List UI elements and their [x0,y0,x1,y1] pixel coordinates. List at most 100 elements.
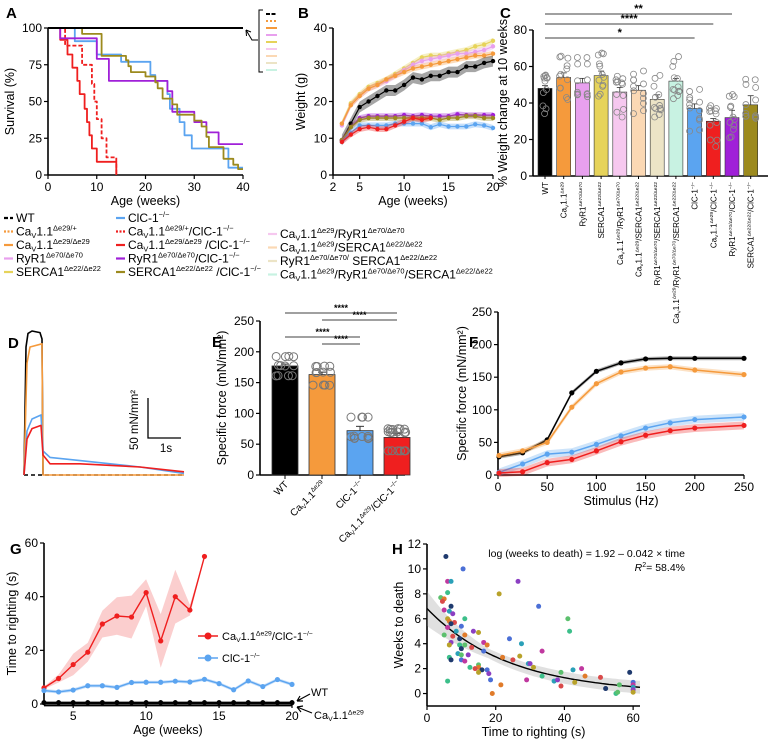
weight-point-ClC1 [410,121,416,126]
label-part: −/− [239,237,250,246]
panel-F-plot [496,355,747,477]
arrow-icon [245,29,258,41]
force-point-WT [692,355,698,361]
label-part: Ca [280,268,296,282]
data-point [713,119,721,126]
scatter-point [555,677,561,683]
righting-point-ClC1 [231,687,237,693]
weight-point-SERCA1_ClC1 [473,114,478,119]
category-label-Cav_hom: CaV1.1Δe29 [288,478,330,520]
force-band-ClC1 [499,413,744,477]
data-point [713,136,721,144]
data-point [541,110,548,117]
data-point [543,74,551,82]
label-part: Δe29 [317,267,334,276]
weight-point-Cav_hom [490,51,496,56]
scatter-point [481,648,487,654]
label-part: /SERCA1 [672,206,681,241]
weight-point-ClC1 [464,124,469,129]
data-point [287,371,297,381]
label-part: /SERCA1 [653,206,662,241]
weight-point-WT [401,82,407,88]
weight-band-ClC1 [341,120,493,145]
panel-H-plot: log (weeks to death) = 1.92 – 0.042 × ti… [426,548,685,697]
y-tick-label: 20 [514,133,528,147]
scatter-point [517,653,523,659]
y-tick-label: 150 [234,376,254,390]
scale-bar [147,398,181,439]
weight-point-WT [348,121,353,126]
righting-point-ClC1 [245,678,251,684]
righting-point-WT [70,700,76,706]
data-point [319,361,329,371]
data-point [563,94,570,101]
righting-point-WT [289,700,295,706]
data-point [706,121,714,129]
label-part: −/− [728,182,734,189]
righting-point-WT [216,700,222,706]
weight-point-Cav_hom_ClC1 [375,126,380,132]
label-part: 1.1 [148,225,165,239]
label-text: CaV1.1Δe29/SERCA1Δe22/Δe22 [280,240,423,256]
weight-point-SERCA1_ClC1 [446,115,451,121]
weight-point-SERCA1_ClC1 [490,115,496,121]
scatter-point [457,642,463,648]
label-text: CaV1.1Δe29 [288,478,330,520]
righting-point-Cav_hom_ClC1 [201,553,208,560]
label-part: RyR1 [728,236,737,257]
label-part: Δe70/Δe70 [616,182,622,207]
data-point [284,351,294,361]
legend-label-SERCA1: SERCA1Δe22/Δe22 [16,264,101,279]
x-axis-label: Age (weeks) [133,723,202,737]
weight-point-RyR1 [464,51,469,56]
label-part: Δe22/Δe22 [386,240,423,249]
x-tick-label: 20 [489,711,503,725]
data-point [280,361,290,371]
data-point [564,96,572,103]
force-point-ClC1 [569,449,575,455]
significance-stars: ** [634,3,643,15]
weight-point-SERCA1 [481,42,487,47]
data-point [574,60,582,68]
x-tick-label: 40 [558,711,572,725]
category-label-WT: WT [272,479,291,498]
r-symbol: R [635,562,643,574]
righting-point-WT [158,700,164,706]
righting-line-ClC1 [43,678,293,693]
data-point [675,53,682,60]
label-part: −/− [709,182,715,189]
data-point [358,412,368,422]
data-point [595,92,603,100]
label-part: −/− [303,631,313,638]
data-point [712,110,720,118]
data-point [574,91,581,99]
scatter-point [484,667,490,673]
legend-label-ClC1: ClC-1−/− [128,210,169,225]
weight-point-Cav_hom_ClC1 [410,115,416,121]
force-point-Cav_hom [593,381,600,387]
scatter-point [441,607,447,613]
label-text: ClC-1−/− [222,653,260,665]
data-point [713,105,720,112]
label-part: RyR1 [16,252,46,266]
force-point-Cav_hom_ClC1 [569,456,575,462]
force-point-Cav_hom_ClC1 [667,428,673,434]
data-point [652,93,659,101]
righting-point-WT [245,700,251,706]
panel-label-G: G [10,541,22,558]
weight-point-Cav_hom [464,55,469,60]
label-part: /SERCA1 [334,241,386,255]
y-tick-label: 250 [234,314,254,328]
data-point [675,88,683,96]
label-part: V [301,502,309,510]
scatter-point [448,657,454,663]
scatter-point [445,678,451,684]
label-text: CaV1.1Δe29/+/ClC-1−/− [128,224,234,240]
force-band-Cav_hom_ClC1 [499,421,744,477]
weight-point-WT [455,69,460,75]
panel-A-plot [48,27,243,175]
data-point [630,110,637,117]
label-text: SERCA1Δe22/Δe22/ClC-1−/− [747,182,756,268]
category-label-ClC1: ClC-1−/− [334,478,363,511]
scatter-point [481,639,487,645]
